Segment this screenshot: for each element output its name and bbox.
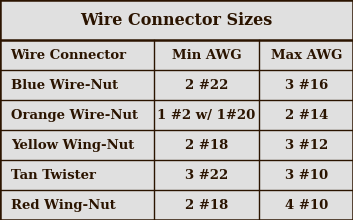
Text: Orange Wire-Nut: Orange Wire-Nut: [11, 109, 138, 122]
Text: 3 #16: 3 #16: [285, 79, 328, 92]
Text: 2 #18: 2 #18: [185, 139, 228, 152]
Text: 3 #10: 3 #10: [285, 169, 328, 182]
Text: Max AWG: Max AWG: [270, 49, 342, 62]
Text: 2 #22: 2 #22: [185, 79, 228, 92]
Text: 3 #12: 3 #12: [285, 139, 328, 152]
Text: 1 #2 w/ 1#20: 1 #2 w/ 1#20: [157, 109, 256, 122]
Text: 4 #10: 4 #10: [285, 199, 328, 212]
Text: Red Wing-Nut: Red Wing-Nut: [11, 199, 115, 212]
Text: 2 #14: 2 #14: [285, 109, 328, 122]
Text: Yellow Wing-Nut: Yellow Wing-Nut: [11, 139, 134, 152]
Text: Blue Wire-Nut: Blue Wire-Nut: [11, 79, 118, 92]
Text: 3 #22: 3 #22: [185, 169, 228, 182]
Text: Min AWG: Min AWG: [172, 49, 241, 62]
Text: Tan Twister: Tan Twister: [11, 169, 96, 182]
Text: 2 #18: 2 #18: [185, 199, 228, 212]
Text: Wire Connector: Wire Connector: [11, 49, 127, 62]
Text: Wire Connector Sizes: Wire Connector Sizes: [80, 11, 273, 29]
